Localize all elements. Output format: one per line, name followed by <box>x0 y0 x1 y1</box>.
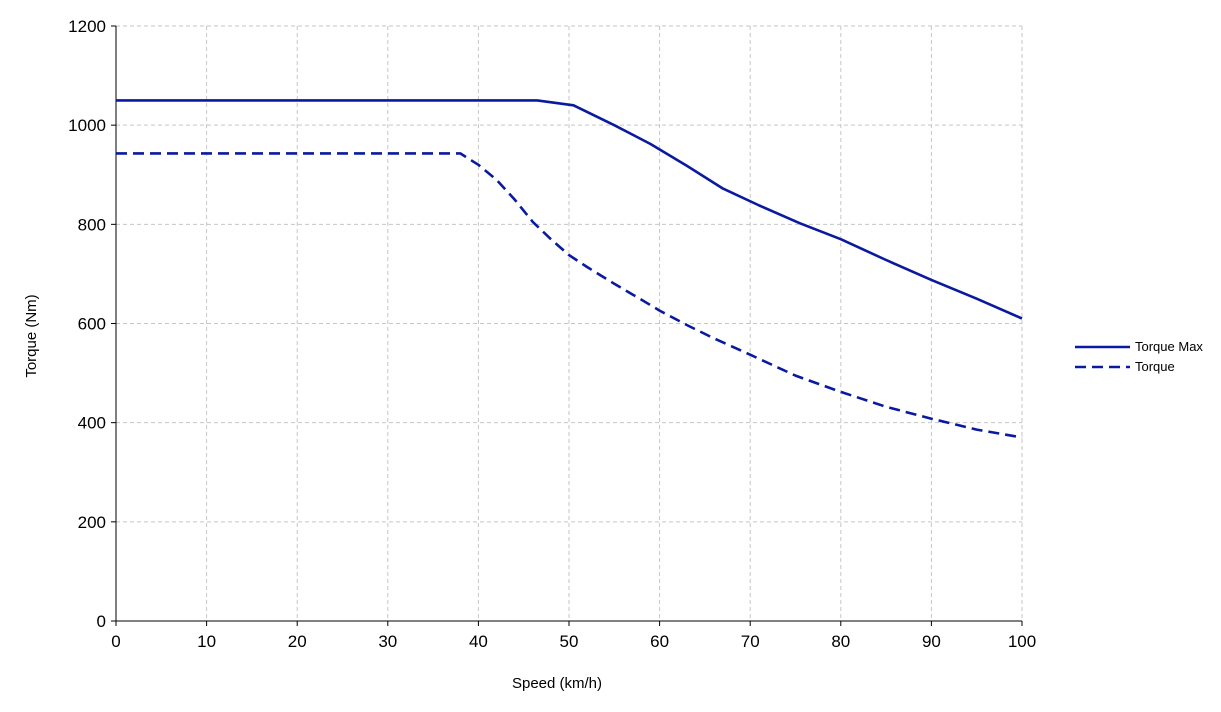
x-tick-label: 100 <box>1008 632 1036 651</box>
series-line-torque-max <box>116 99 1023 320</box>
y-tick-label: 400 <box>78 414 106 433</box>
y-axis-title: Torque (Nm) <box>23 294 40 377</box>
x-tick-label: 50 <box>560 632 579 651</box>
x-tick-label: 40 <box>469 632 488 651</box>
y-tick-label: 0 <box>97 612 106 631</box>
x-axis-title: Speed (km/h) <box>512 675 602 692</box>
x-tick-label: 70 <box>741 632 760 651</box>
y-tick-label: 600 <box>78 315 106 334</box>
x-tick-label: 10 <box>197 632 216 651</box>
x-tick-label: 0 <box>111 632 120 651</box>
x-tick-label: 30 <box>378 632 397 651</box>
y-tick-label: 800 <box>78 215 106 234</box>
x-tick-label: 60 <box>650 632 669 651</box>
y-tick-label: 1000 <box>68 116 106 135</box>
y-tick-label: 1200 <box>68 17 106 36</box>
x-tick-label: 20 <box>288 632 307 651</box>
series-group <box>116 99 1023 439</box>
x-tick-label: 90 <box>922 632 941 651</box>
legend-label: Torque <box>1135 359 1175 374</box>
axes: 0 10 20 30 40 50 60 70 80 90 100020040060080010001… <box>68 17 1036 651</box>
x-tick-label: 80 <box>831 632 850 651</box>
y-tick-label: 200 <box>78 513 106 532</box>
legend-label: Torque Max <box>1135 339 1203 354</box>
series-line-torque <box>116 152 1023 439</box>
grid <box>116 25 1023 621</box>
legend: Torque Max Torque <box>1075 339 1203 374</box>
